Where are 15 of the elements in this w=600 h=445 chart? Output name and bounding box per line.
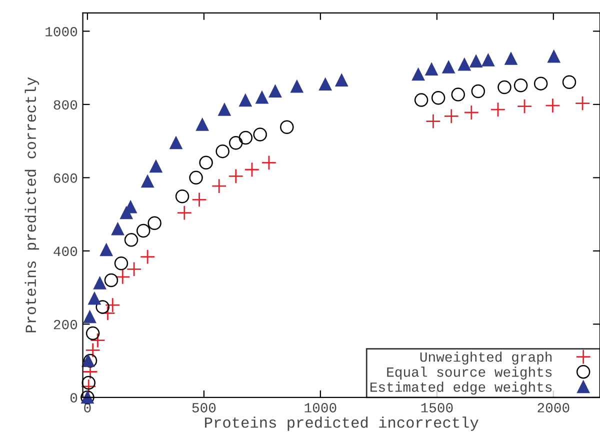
legend-label: Equal source weights [387,366,552,380]
legend-label: Unweighted graph [420,352,552,365]
y-axis-title: Proteins predicted correctly [24,77,40,332]
x-axis-title: Proteins predicted incorrectly [205,416,478,431]
x-tick-label: 500 [192,403,216,412]
y-tick-label: 0 [70,393,78,403]
x-tick-label: 1500 [421,403,453,412]
y-tick-label: 1000 [46,26,78,36]
y-tick-label: 600 [54,173,78,183]
y-tick-label: 200 [54,320,78,330]
y-tick-label: 400 [54,246,78,256]
legend-label: Estimated edge weights [370,382,552,395]
y-tick-label: 800 [54,100,78,110]
x-tick-label: 1000 [304,403,336,412]
x-tick-label: 2000 [538,403,570,412]
